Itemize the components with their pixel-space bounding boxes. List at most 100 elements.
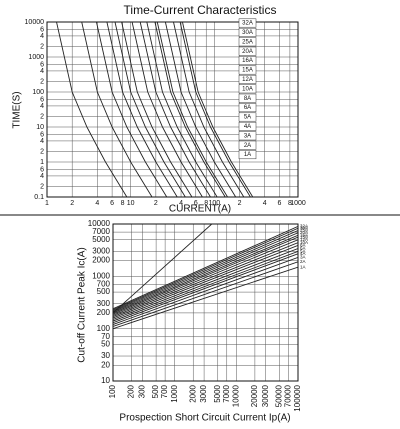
legend-label: 8A bbox=[244, 96, 251, 102]
y-tick-label: 5000 bbox=[92, 235, 110, 244]
y-tick-label: 4 bbox=[40, 68, 44, 75]
series-line bbox=[179, 22, 251, 197]
plot-frame bbox=[112, 223, 299, 382]
x-tick-label: 70000 bbox=[284, 384, 293, 407]
series-label: 12A bbox=[300, 237, 308, 242]
x-tick-label: 4 bbox=[95, 200, 99, 207]
y-tick-label: 4 bbox=[40, 138, 44, 145]
y-tick-label: 1000 bbox=[28, 54, 44, 61]
series-line bbox=[113, 239, 298, 316]
legend-label: 2A bbox=[244, 143, 251, 149]
x-tick-label: 8 bbox=[288, 200, 292, 207]
legend-label: 10A bbox=[242, 86, 253, 92]
y-tick-label: 7000 bbox=[92, 227, 110, 236]
x-tick-label: 700 bbox=[160, 384, 169, 398]
y-tick-label: 4 bbox=[40, 173, 44, 180]
y-tick-label: 50 bbox=[101, 340, 110, 349]
series-line bbox=[113, 261, 298, 327]
series-line bbox=[164, 22, 237, 197]
series-line bbox=[146, 22, 218, 197]
x-tick-label: 6 bbox=[277, 200, 281, 207]
y-tick-label: 500 bbox=[97, 287, 111, 296]
legend-box bbox=[238, 93, 257, 103]
legend-box bbox=[238, 27, 257, 37]
series-line bbox=[113, 232, 298, 313]
series-line bbox=[113, 230, 298, 312]
x-tick-label: 500 bbox=[151, 384, 160, 398]
series-line bbox=[113, 256, 298, 325]
x-tick-label: 6 bbox=[110, 200, 114, 207]
x-tick-label: 3000 bbox=[199, 384, 208, 402]
series-line bbox=[113, 266, 298, 330]
legend-label: 15A bbox=[242, 68, 253, 74]
series-label: 8A bbox=[300, 243, 306, 248]
series-line bbox=[113, 224, 213, 314]
legend-box bbox=[238, 37, 257, 47]
legend-label: 1A bbox=[244, 152, 251, 158]
series-line bbox=[56, 22, 128, 197]
series-line bbox=[173, 22, 245, 197]
y-tick-label: 10000 bbox=[25, 19, 45, 26]
series-line bbox=[113, 244, 298, 319]
x-tick-label: 10 bbox=[127, 200, 135, 207]
chart-title: Time-Current Characteristics bbox=[124, 3, 277, 17]
y-tick-label: 20 bbox=[101, 360, 110, 369]
legend-label: 25A bbox=[242, 39, 253, 45]
series-label: 10A bbox=[300, 240, 308, 245]
legend-box bbox=[238, 65, 257, 75]
legend-label: 32A bbox=[242, 21, 253, 27]
series-line bbox=[113, 253, 298, 324]
series-line bbox=[154, 22, 226, 197]
y-tick-label: 2 bbox=[40, 78, 44, 85]
y-tick-label: 4 bbox=[40, 33, 44, 40]
legend-label: 4A bbox=[244, 124, 251, 130]
series-line bbox=[113, 234, 298, 314]
legend-label: 16A bbox=[242, 58, 253, 64]
legend-box bbox=[238, 150, 257, 160]
x-tick-label: 8 bbox=[121, 200, 125, 207]
series-line bbox=[182, 22, 254, 197]
x-tick-label: 30000 bbox=[261, 384, 270, 407]
y-tick-label: 6 bbox=[40, 62, 44, 69]
y-tick-label: 2 bbox=[40, 148, 44, 155]
legend-box bbox=[238, 112, 257, 122]
x-tick-label: 1000 bbox=[290, 200, 306, 207]
y-tick-label: 700 bbox=[97, 280, 111, 289]
y-tick-label: 0.1 bbox=[34, 194, 44, 201]
series-line bbox=[113, 242, 298, 318]
y-tick-label: 1 bbox=[40, 159, 44, 166]
series-label: 4A bbox=[300, 251, 306, 256]
y-tick-label: 4 bbox=[40, 103, 44, 110]
x-tick-label: 10000 bbox=[231, 384, 240, 407]
x-tick-label: 4 bbox=[179, 200, 183, 207]
series-label: 20A bbox=[300, 230, 308, 235]
y-tick-label: 10 bbox=[36, 124, 44, 131]
y-tick-label: 3000 bbox=[92, 246, 110, 255]
series-line bbox=[113, 248, 298, 320]
series-line bbox=[81, 22, 153, 197]
y-tick-label: 2000 bbox=[92, 256, 110, 265]
series-line bbox=[131, 22, 203, 197]
x-tick-label: 5000 bbox=[213, 384, 222, 402]
legend-box bbox=[238, 56, 257, 66]
y-tick-label: 30 bbox=[101, 351, 110, 360]
series-label: 15A bbox=[300, 234, 308, 239]
legend-label: 30A bbox=[242, 30, 253, 36]
x-tick-label: 100 bbox=[208, 200, 220, 207]
series-line bbox=[113, 236, 298, 315]
series-label: 25A bbox=[300, 228, 308, 233]
series-line bbox=[113, 250, 298, 322]
series-line bbox=[121, 22, 193, 197]
legend-label: 12A bbox=[242, 77, 253, 83]
y-tick-label: 10 bbox=[101, 376, 110, 385]
x-tick-label: 7000 bbox=[222, 384, 231, 402]
series-line bbox=[114, 22, 186, 197]
x-tick-label: 20000 bbox=[250, 384, 259, 407]
y-tick-label: 300 bbox=[97, 299, 111, 308]
x-tick-label: 2000 bbox=[188, 384, 197, 402]
x-tick-label: 200 bbox=[127, 384, 136, 398]
x-tick-label: 4 bbox=[263, 200, 267, 207]
legend-label: 5A bbox=[244, 115, 251, 121]
x-tick-label: 1000 bbox=[170, 384, 179, 402]
